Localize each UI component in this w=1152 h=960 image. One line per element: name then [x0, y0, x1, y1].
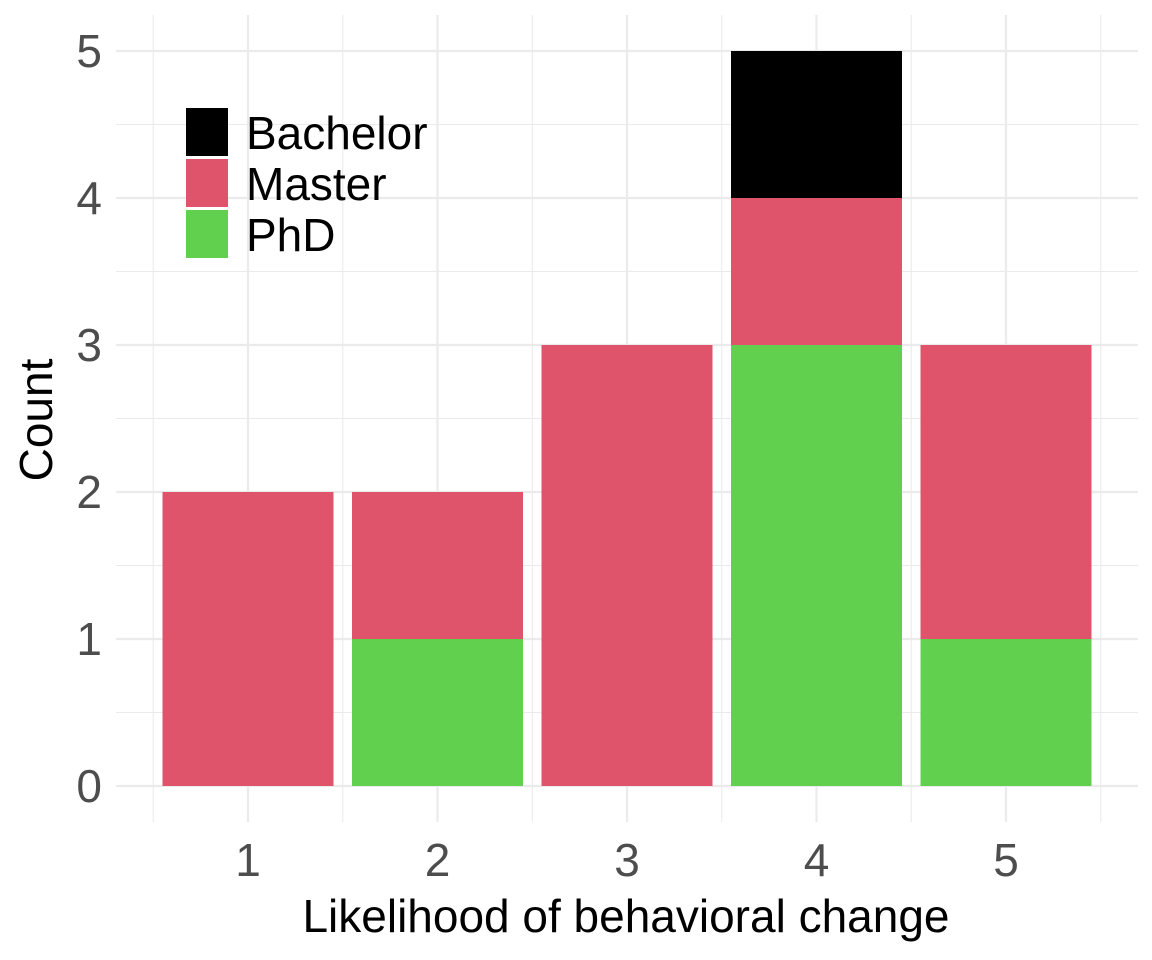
bar-master-1 [162, 492, 334, 786]
bar-bachelor-4 [731, 51, 902, 198]
y-tick-label: 0 [76, 760, 102, 812]
legend-key-master [186, 159, 228, 207]
x-axis-title: Likelihood of behavioral change [302, 890, 949, 942]
x-tick-label: 4 [804, 834, 830, 886]
y-axis-title: Count [10, 358, 62, 481]
bar-master-4 [731, 198, 902, 345]
y-tick-label: 3 [76, 319, 102, 371]
bar-phd-5 [920, 639, 1092, 786]
legend-key-phd [186, 210, 228, 258]
y-tick-label: 4 [76, 172, 102, 224]
y-tick-label: 5 [76, 25, 102, 77]
y-axis-ticks: 0 1 2 3 4 5 [76, 25, 102, 812]
x-tick-label: 1 [235, 834, 261, 886]
bar-master-5 [920, 345, 1092, 639]
legend-key-bachelor [186, 108, 228, 156]
bar-master-3 [541, 345, 713, 786]
bars [162, 51, 1092, 786]
legend-label-master: Master [246, 158, 387, 210]
legend-label-phd: PhD [246, 209, 335, 261]
legend-label-bachelor: Bachelor [246, 107, 428, 159]
y-tick-label: 1 [76, 613, 102, 665]
x-tick-label: 2 [425, 834, 451, 886]
x-tick-label: 5 [993, 834, 1019, 886]
bar-phd-2 [352, 639, 523, 786]
bar-master-2 [352, 492, 523, 639]
y-tick-label: 2 [76, 466, 102, 518]
x-tick-label: 3 [614, 834, 640, 886]
bar-phd-4 [731, 345, 902, 786]
x-axis-ticks: 1 2 3 4 5 [235, 834, 1019, 886]
